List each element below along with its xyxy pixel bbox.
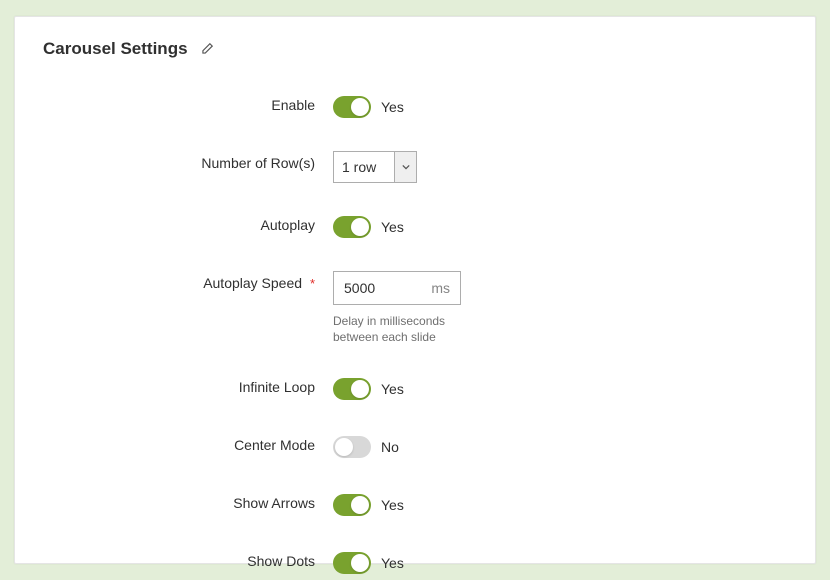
- toggle-arrows[interactable]: [333, 494, 371, 516]
- label-infinite: Infinite Loop: [43, 375, 333, 395]
- input-autoplay-speed[interactable]: 5000 ms: [333, 271, 461, 305]
- label-autoplay-speed-text: Autoplay Speed: [203, 275, 302, 291]
- row-rows: Number of Row(s) 1 row: [43, 151, 787, 183]
- help-autoplay-speed: Delay in milliseconds between each slide: [333, 313, 483, 345]
- chevron-down-icon[interactable]: [394, 152, 416, 182]
- row-autoplay: Autoplay Yes: [43, 213, 787, 241]
- toggle-enable-text: Yes: [381, 99, 404, 115]
- panel-header: Carousel Settings: [43, 39, 787, 59]
- edit-icon[interactable]: [200, 42, 214, 56]
- toggle-dots-text: Yes: [381, 555, 404, 571]
- toggle-autoplay-text: Yes: [381, 219, 404, 235]
- required-mark-icon: *: [310, 276, 315, 291]
- label-autoplay-speed: Autoplay Speed *: [43, 271, 333, 291]
- toggle-enable[interactable]: [333, 96, 371, 118]
- label-arrows: Show Arrows: [43, 491, 333, 511]
- input-autoplay-speed-unit: ms: [431, 280, 450, 296]
- label-autoplay: Autoplay: [43, 213, 333, 233]
- row-autoplay-speed: Autoplay Speed * 5000 ms Delay in millis…: [43, 271, 787, 345]
- select-rows-value: 1 row: [334, 152, 394, 182]
- row-center: Center Mode No: [43, 433, 787, 461]
- toggle-center-text: No: [381, 439, 399, 455]
- label-dots: Show Dots: [43, 549, 333, 569]
- toggle-infinite[interactable]: [333, 378, 371, 400]
- label-rows: Number of Row(s): [43, 151, 333, 171]
- label-enable: Enable: [43, 93, 333, 113]
- row-dots: Show Dots Yes: [43, 549, 787, 577]
- panel-title: Carousel Settings: [43, 39, 188, 59]
- settings-panel: Carousel Settings Enable Yes Number of R…: [14, 16, 816, 564]
- select-rows[interactable]: 1 row: [333, 151, 417, 183]
- label-center: Center Mode: [43, 433, 333, 453]
- toggle-center[interactable]: [333, 436, 371, 458]
- row-arrows: Show Arrows Yes: [43, 491, 787, 519]
- input-autoplay-speed-value[interactable]: 5000: [344, 280, 431, 296]
- toggle-infinite-text: Yes: [381, 381, 404, 397]
- toggle-autoplay[interactable]: [333, 216, 371, 238]
- toggle-arrows-text: Yes: [381, 497, 404, 513]
- row-enable: Enable Yes: [43, 93, 787, 121]
- row-infinite: Infinite Loop Yes: [43, 375, 787, 403]
- toggle-dots[interactable]: [333, 552, 371, 574]
